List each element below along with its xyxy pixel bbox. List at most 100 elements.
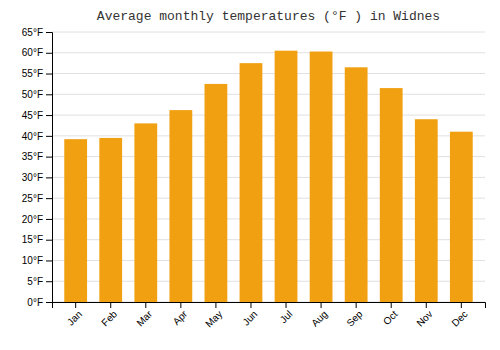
y-tick-label: 50°F [22,89,43,100]
y-tick-mark [46,115,52,116]
y-tick-label: 55°F [22,68,43,79]
bars [64,51,472,302]
y-tick-label: 60°F [22,47,43,58]
x-tick-label: Oct [381,308,400,327]
plot: 0°F 5°F 10°F 15°F 20°F 25°F 30°F 35°F 40°F 45°F 50… [22,27,486,330]
x-tick: Oct [381,302,400,327]
x-tick: May [203,302,224,330]
bar [240,63,263,302]
x-tick: Mar [134,302,154,328]
x-tick: Feb [99,302,119,328]
bar [380,88,403,302]
x-tick-mark [356,302,357,308]
y-tick-mark [46,177,52,178]
x-tick-mark [426,302,427,308]
grid-line [52,73,485,74]
y-tick-label: 45°F [22,110,43,121]
x-tick-label: May [203,308,224,329]
y-tick-mark [46,198,52,199]
y-tick: 15°F [22,234,52,245]
x-tick-label: Mar [134,308,154,328]
y-tick-mark [46,219,52,220]
bar [415,119,438,302]
y-tick: 10°F [22,255,52,266]
x-tick-mark [286,302,287,308]
x-tick-label: Apr [171,308,190,327]
y-tick-label: 15°F [22,234,43,245]
x-tick: Dec [449,302,469,329]
y-tick: 55°F [22,68,52,79]
x-tick-mark [180,302,181,308]
bar [134,123,157,302]
y-tick-mark [46,157,52,158]
x-tick-label: Dec [449,308,469,328]
grid-line [52,115,485,116]
bar [345,67,368,302]
chart: 0°F 5°F 10°F 15°F 20°F 25°F 30°F 35°F 40°F 45°F 50… [0,0,500,350]
x-tick-mark [391,302,392,308]
x-tick-mark [215,302,216,308]
y-tick-mark [46,302,52,303]
y-tick-label: 25°F [22,193,43,204]
y-tick-mark [46,281,52,282]
x-tick: Jul [278,302,295,325]
x-tick-label: Jan [65,308,84,327]
y-tick-label: 65°F [22,27,43,38]
y-tick-label: 5°F [27,276,43,287]
y-tick-mark [46,136,52,137]
y-tick-label: 0°F [27,297,43,308]
bar [450,132,473,302]
x-tick: Jan [65,302,84,328]
y-tick: 40°F [22,131,52,142]
x-tick-mark [321,302,322,308]
y-tick: 30°F [22,172,52,183]
y-tick-label: 10°F [22,255,43,266]
y-axis: 0°F 5°F 10°F 15°F 20°F 25°F 30°F 35°F 40°F 45°F 50… [22,27,53,308]
y-tick: 60°F [22,47,52,58]
x-tick-mark [250,302,251,308]
y-tick: 50°F [22,89,52,100]
x-tick-mark [145,302,146,308]
y-tick-mark [46,260,52,261]
bar [275,51,298,302]
y-tick-label: 40°F [22,131,43,142]
y-tick: 25°F [22,193,52,204]
y-tick: 65°F [22,27,52,38]
x-tick-mark [110,302,111,308]
bar [205,84,228,302]
x-tick-label: Nov [414,308,434,328]
bar [64,139,87,302]
x-tick-mark [461,302,462,308]
x-tick-label: Aug [309,308,329,328]
x-tick-label: Sep [344,308,365,329]
y-tick-mark [46,53,52,54]
y-tick: 45°F [22,110,52,121]
grid-line [52,32,485,33]
bar [310,52,333,302]
grid-line [52,52,485,53]
x-tick-label: Jun [240,308,259,327]
x-tick-mark [75,302,76,308]
y-tick-label: 20°F [22,214,43,225]
x-tick: Aug [309,302,329,329]
x-tick-label: Feb [99,308,119,328]
x-tick: Jun [240,302,259,328]
bar [99,138,122,302]
y-tick: 35°F [22,151,52,162]
x-axis-line [53,303,486,309]
x-axis: Jan Feb Mar Apr May Jun Jul Aug Sep Oct Nov Dec [53,302,486,330]
y-tick-label: 30°F [22,172,43,183]
grid-line [52,94,485,95]
x-tick: Sep [344,302,365,329]
y-tick: 0°F [27,297,52,308]
y-tick-mark [46,74,52,75]
y-tick: 20°F [22,214,52,225]
bar [169,110,192,302]
y-tick-mark [46,94,52,95]
x-tick: Nov [414,302,434,329]
y-tick-mark [46,32,52,33]
y-axis-line [46,33,53,303]
grid [52,32,485,302]
y-tick-mark [46,240,52,241]
y-tick-label: 35°F [22,151,43,162]
